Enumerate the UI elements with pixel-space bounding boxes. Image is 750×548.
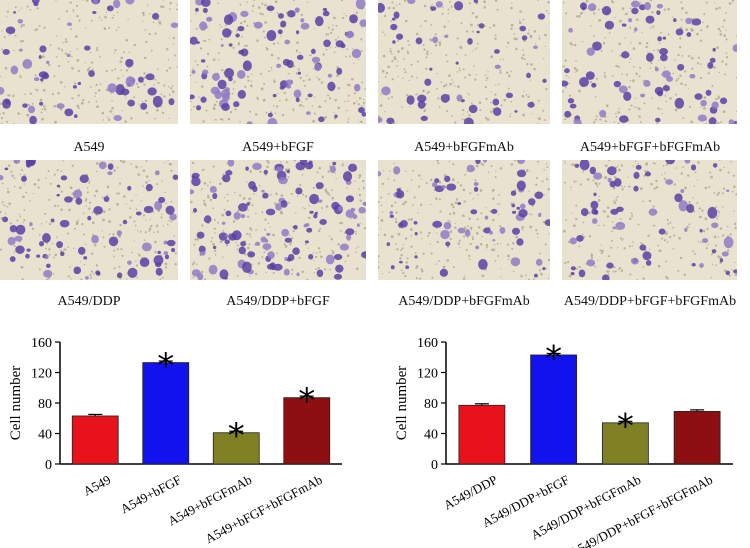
micrograph-label: A549+bFGF+bFGFmAb xyxy=(579,140,721,155)
significance-marker: * xyxy=(228,416,245,456)
bar xyxy=(142,362,190,465)
y-tick-label: 40 xyxy=(38,428,52,443)
x-tick-label: A549+bFGF xyxy=(118,472,184,517)
micrograph-label: A549 xyxy=(73,140,105,155)
significance-marker: * xyxy=(545,338,562,378)
y-tick-label: 160 xyxy=(417,336,438,351)
micrograph-a549ddp-bfgfmab xyxy=(378,160,550,280)
y-tick-label: 120 xyxy=(417,367,438,382)
y-tick-label: 80 xyxy=(38,397,52,412)
micrograph-a549ddp-bfgf-bfgfmab xyxy=(562,160,737,280)
x-tick-label: A549 xyxy=(81,472,114,499)
micrograph-a549-bfgf-bfgfmab xyxy=(562,0,737,124)
significance-marker: * xyxy=(157,346,174,386)
micrograph-a549ddp-bfgf xyxy=(190,160,366,280)
micrograph-label: A549+bFGF xyxy=(242,140,314,155)
micrograph-label: A549/DDP+bFGF+bFGFmAb xyxy=(563,294,737,309)
micrograph-a549-bfgfmab xyxy=(378,0,550,124)
x-tick-label: A549+bFGF+bFGFmAb xyxy=(203,472,325,546)
bar-charts: 0 40 80 120 160 Cell number A549 * A549+bFGF * A54… xyxy=(8,336,733,548)
y-tick-label: 120 xyxy=(31,367,52,382)
bar xyxy=(283,397,331,465)
y-tick-label: 160 xyxy=(31,336,52,351)
y-tick-label: 80 xyxy=(424,397,438,412)
y-tick-label: 0 xyxy=(45,458,52,473)
micrograph-label: A549/DDP+bFGFmAb xyxy=(398,294,530,309)
micrograph-label: A549+bFGFmAb xyxy=(414,140,514,155)
bar xyxy=(212,432,260,465)
bar xyxy=(673,410,721,465)
x-tick-label: A549/DDP xyxy=(441,472,500,513)
bar-chart: 0 40 80 120 160 Cell number A549 * A549+bFGF * A54… xyxy=(8,336,342,546)
micrograph-a549 xyxy=(0,0,178,124)
bar xyxy=(601,422,649,465)
micrograph-label: A549/DDP xyxy=(57,294,121,309)
significance-marker: * xyxy=(298,381,315,421)
y-tick-label: 40 xyxy=(424,428,438,443)
micrograph-a549ddp xyxy=(0,160,178,280)
micrograph-label: A549/DDP+bFGF xyxy=(226,294,330,309)
micrograph-a549-bfgf xyxy=(190,0,366,124)
bar xyxy=(458,404,506,465)
significance-marker: * xyxy=(617,406,634,446)
y-axis-label: Cell number xyxy=(394,366,410,441)
y-tick-label: 0 xyxy=(431,458,438,473)
y-axis-label: Cell number xyxy=(8,366,24,441)
bar xyxy=(71,415,119,465)
